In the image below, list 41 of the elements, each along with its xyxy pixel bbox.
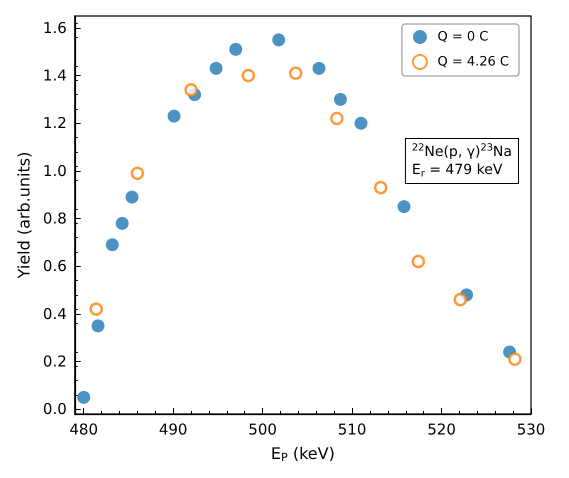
point	[272, 33, 286, 46]
point	[330, 112, 344, 126]
point	[130, 166, 144, 180]
y-tick-label: 0.6	[42, 257, 67, 276]
point	[334, 92, 347, 106]
x-tick-label: 520	[427, 420, 456, 438]
point	[397, 200, 410, 214]
legend-label: Q = 4.26 C	[437, 54, 509, 70]
point	[77, 390, 90, 404]
point	[168, 110, 181, 123]
x-tick-label: 510	[338, 420, 366, 438]
y-tick-label: 0.2	[42, 352, 67, 371]
y-tick-label: 1.2	[42, 114, 67, 132]
point	[89, 302, 103, 316]
x-tick-label: 480	[69, 420, 98, 438]
y-axis-title: Yield (arb.units)	[14, 152, 34, 280]
point	[184, 83, 198, 97]
point	[126, 190, 139, 204]
y-tick-label: 1.4	[42, 66, 67, 85]
y-tick-label: 1.0	[42, 162, 67, 180]
y-tick-label: 0.0	[42, 400, 67, 418]
point	[116, 216, 129, 230]
point	[242, 68, 256, 82]
point	[312, 62, 326, 75]
point	[374, 180, 388, 194]
point	[454, 292, 468, 306]
point	[354, 116, 368, 130]
y-tick-label: 0.4	[42, 304, 67, 323]
y-tick-label: 1.6	[42, 18, 67, 37]
point	[210, 62, 223, 75]
x-tick-label: 500	[248, 420, 277, 438]
x-tick-label: 530	[516, 420, 546, 438]
point	[508, 352, 522, 366]
point	[412, 254, 426, 268]
point	[229, 42, 242, 56]
point	[106, 238, 119, 252]
point	[288, 66, 302, 80]
point	[92, 319, 105, 332]
legend-label: Q = 0 C	[437, 30, 488, 44]
y-tick-label: 0.8	[42, 210, 67, 228]
x-tick-label: 490	[158, 420, 188, 438]
